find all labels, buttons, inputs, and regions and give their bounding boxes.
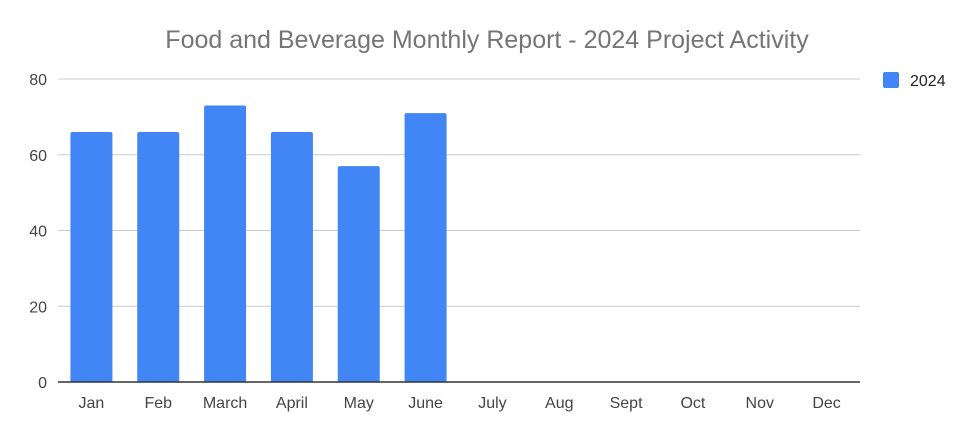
gridlines: [58, 78, 860, 307]
bar-may: [337, 166, 380, 382]
y-tick-label: 20: [29, 299, 47, 316]
bar-jan: [70, 132, 113, 382]
bar-feb: [137, 132, 180, 382]
x-tick-label-feb: Feb: [144, 395, 172, 412]
y-axis-ticks: 0 20 40 60 80: [29, 72, 47, 392]
bar-march: [204, 105, 247, 382]
bar-april: [270, 132, 313, 382]
x-tick-label-oct: Oct: [680, 395, 705, 412]
bar-june: [404, 113, 447, 383]
x-tick-label-july: July: [478, 395, 506, 412]
x-tick-label-may: May: [344, 395, 374, 412]
x-tick-label-june: June: [408, 395, 443, 412]
y-tick-label: 80: [29, 72, 47, 89]
x-tick-label-aug: Aug: [545, 395, 573, 412]
legend: 2024: [883, 72, 946, 90]
x-axis-ticks: Jan Feb March April May June July Aug Sept Oct Nov…: [79, 395, 841, 412]
x-tick-label-sept: Sept: [610, 395, 643, 412]
y-tick-label: 0: [38, 375, 47, 392]
bars: [70, 105, 447, 383]
chart-title: Food and Beverage Monthly Report - 2024 …: [165, 26, 809, 54]
x-tick-label-nov: Nov: [746, 395, 774, 412]
legend-swatch-2024: [883, 72, 899, 88]
y-tick-label: 60: [29, 148, 47, 165]
legend-label-2024: 2024: [910, 73, 946, 90]
x-tick-label-march: March: [203, 395, 247, 412]
x-tick-label-dec: Dec: [812, 395, 840, 412]
x-tick-label-april: April: [276, 395, 308, 412]
y-tick-label: 40: [29, 224, 47, 241]
x-tick-label-jan: Jan: [79, 395, 105, 412]
